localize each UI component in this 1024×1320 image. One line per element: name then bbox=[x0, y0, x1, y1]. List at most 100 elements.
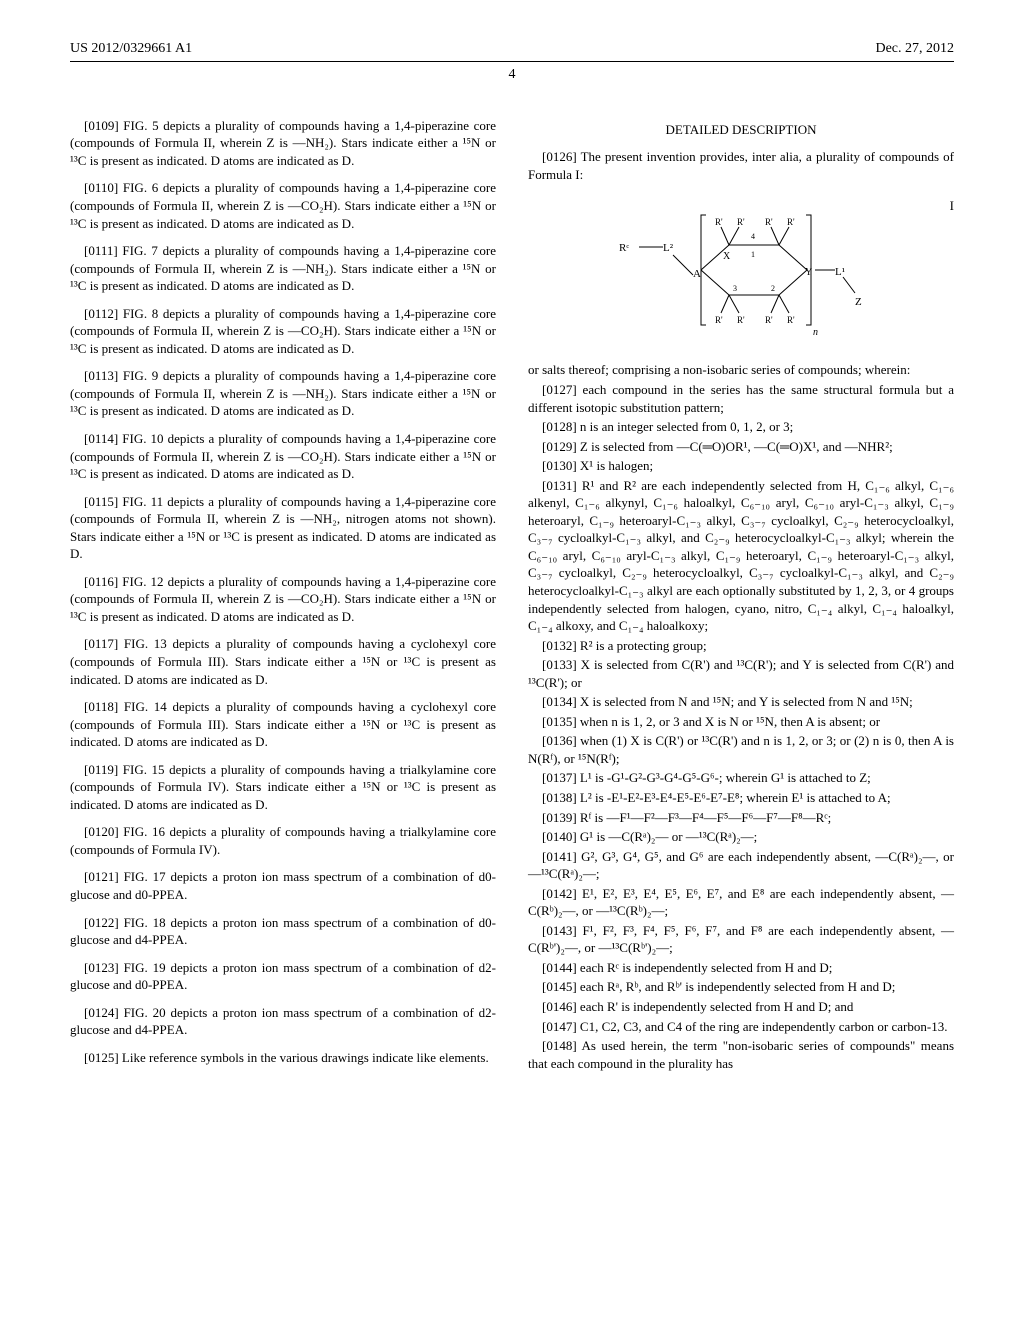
para-text: FIG. 12 depicts a plurality of compounds… bbox=[70, 574, 496, 624]
paragraph: [0128] n is an integer selected from 0, … bbox=[528, 418, 954, 436]
para-number: [0139] bbox=[542, 810, 577, 825]
para-number: [0123] bbox=[84, 960, 119, 975]
para-text: As used herein, the term "non-isobaric s… bbox=[528, 1038, 954, 1071]
para-text: FIG. 18 depicts a proton ion mass spectr… bbox=[70, 915, 496, 948]
para-number: [0129] bbox=[542, 439, 577, 454]
para-text: Z is selected from —C(═O)OR¹, —C(═O)X¹, … bbox=[577, 439, 893, 454]
paragraph: [0132] R² is a protecting group; bbox=[528, 637, 954, 655]
label-rc: Rᶜ bbox=[619, 242, 629, 254]
label-r6: R' bbox=[737, 315, 745, 325]
para-number: [0147] bbox=[542, 1019, 577, 1034]
para-text: The present invention provides, inter al… bbox=[528, 149, 954, 182]
paragraph: [0121] FIG. 17 depicts a proton ion mass… bbox=[70, 868, 496, 903]
para-number: [0111] bbox=[84, 243, 118, 258]
para-text: L² is -E¹-E²-E³-E⁴-E⁵-E⁶-E⁷-E⁸; wherein … bbox=[577, 790, 891, 805]
paragraph: [0142] E¹, E², E³, E⁴, E⁵, E⁶, E⁷, and E… bbox=[528, 885, 954, 920]
para-text: each Rᶜ is independently selected from H… bbox=[577, 960, 833, 975]
para-text: Rᶠ is —F¹—F²—F³—F⁴—F⁵—F⁶—F⁷—F⁸—Rᶜ; bbox=[577, 810, 832, 825]
page-number: 4 bbox=[70, 66, 954, 85]
paragraph: [0120] FIG. 16 depicts a plurality of co… bbox=[70, 823, 496, 858]
para-number: [0134] bbox=[542, 694, 577, 709]
para-text: FIG. 6 depicts a plurality of compounds … bbox=[70, 180, 496, 230]
para-number: [0121] bbox=[84, 869, 119, 884]
para-number: [0138] bbox=[542, 790, 577, 805]
paragraph: [0124] FIG. 20 depicts a proton ion mass… bbox=[70, 1004, 496, 1039]
para-number: [0144] bbox=[542, 960, 577, 975]
para-number: [0136] bbox=[542, 733, 577, 748]
para-text: R² is a protecting group; bbox=[577, 638, 707, 653]
paragraph: [0113] FIG. 9 depicts a plurality of com… bbox=[70, 367, 496, 420]
para-text: FIG. 17 depicts a proton ion mass spectr… bbox=[70, 869, 496, 902]
para-number: [0132] bbox=[542, 638, 577, 653]
para-text: X is selected from N and ¹⁵N; and Y is s… bbox=[577, 694, 913, 709]
paragraph: [0127] each compound in the series has t… bbox=[528, 381, 954, 416]
paragraph: [0144] each Rᶜ is independently selected… bbox=[528, 959, 954, 977]
para-number: [0115] bbox=[84, 494, 118, 509]
para-number: [0126] bbox=[542, 149, 577, 164]
para-number: [0128] bbox=[542, 419, 577, 434]
label-r8: R' bbox=[787, 315, 795, 325]
intro-paragraph: [0126] The present invention provides, i… bbox=[528, 148, 954, 183]
paragraph: [0148] As used herein, the term "non-iso… bbox=[528, 1037, 954, 1072]
paragraph: [0129] Z is selected from —C(═O)OR¹, —C(… bbox=[528, 438, 954, 456]
para-number: [0122] bbox=[84, 915, 119, 930]
paragraph: [0131] R¹ and R² are each independently … bbox=[528, 477, 954, 635]
content-columns: [0109] FIG. 5 depicts a plurality of com… bbox=[70, 115, 954, 1077]
paragraph: [0116] FIG. 12 depicts a plurality of co… bbox=[70, 573, 496, 626]
paragraph: [0114] FIG. 10 depicts a plurality of co… bbox=[70, 430, 496, 483]
para-text: E¹, E², E³, E⁴, E⁵, E⁶, E⁷, and E⁸ are e… bbox=[528, 886, 954, 919]
para-number: [0148] bbox=[542, 1038, 577, 1053]
label-l2: L² bbox=[663, 242, 674, 254]
label-z: Z bbox=[855, 296, 862, 308]
para-text: when (1) X is C(R') or ¹³C(R') and n is … bbox=[528, 733, 954, 766]
para-text: X is selected from C(R') and ¹³C(R'); an… bbox=[528, 657, 954, 690]
para-text: FIG. 13 depicts a plurality of compounds… bbox=[70, 636, 496, 686]
formula-diagram: I bbox=[528, 197, 954, 347]
paragraph: [0109] FIG. 5 depicts a plurality of com… bbox=[70, 117, 496, 170]
paragraph: [0139] Rᶠ is —F¹—F²—F³—F⁴—F⁵—F⁶—F⁷—F⁸—Rᶜ… bbox=[528, 809, 954, 827]
paragraph: [0145] each Rᵃ, Rᵇ, and Rᵇ' is independe… bbox=[528, 978, 954, 996]
para-text: G¹ is —C(Rᵃ)₂— or —¹³C(Rᵃ)₂—; bbox=[577, 829, 758, 844]
paragraph: [0141] G², G³, G⁴, G⁵, and G⁶ are each i… bbox=[528, 848, 954, 883]
para-number: [0143] bbox=[542, 923, 577, 938]
label-1: 1 bbox=[751, 250, 755, 259]
paragraph: [0123] FIG. 19 depicts a proton ion mass… bbox=[70, 959, 496, 994]
para-number: [0145] bbox=[542, 979, 577, 994]
para-number: [0113] bbox=[84, 368, 118, 383]
paragraph: [0138] L² is -E¹-E²-E³-E⁴-E⁵-E⁶-E⁷-E⁸; w… bbox=[528, 789, 954, 807]
para-text: FIG. 14 depicts a plurality of compounds… bbox=[70, 699, 496, 749]
para-text: FIG. 19 depicts a proton ion mass spectr… bbox=[70, 960, 496, 993]
left-column: [0109] FIG. 5 depicts a plurality of com… bbox=[70, 115, 496, 1077]
label-a: A bbox=[693, 268, 701, 280]
para-number: [0109] bbox=[84, 118, 119, 133]
paragraph: [0136] when (1) X is C(R') or ¹³C(R') an… bbox=[528, 732, 954, 767]
label-n: n bbox=[813, 327, 818, 338]
para-number: [0125] bbox=[84, 1050, 119, 1065]
paragraph: [0137] L¹ is -G¹-G²-G³-G⁴-G⁵-G⁶-; wherei… bbox=[528, 769, 954, 787]
para-text: FIG. 8 depicts a plurality of compounds … bbox=[70, 306, 496, 356]
paragraph: [0125] Like reference symbols in the var… bbox=[70, 1049, 496, 1067]
paragraph: [0112] FIG. 8 depicts a plurality of com… bbox=[70, 305, 496, 358]
para-text: each R' is independently selected from H… bbox=[577, 999, 854, 1014]
para-text: FIG. 15 depicts a plurality of compounds… bbox=[70, 762, 496, 812]
para-number: [0120] bbox=[84, 824, 119, 839]
para-number: [0118] bbox=[84, 699, 118, 714]
para-number: [0137] bbox=[542, 770, 577, 785]
para-text: R¹ and R² are each independently selecte… bbox=[528, 478, 954, 633]
label-x: X bbox=[723, 251, 731, 262]
label-y: Y bbox=[805, 267, 812, 278]
label-l1: L¹ bbox=[835, 266, 845, 278]
label-r4: R' bbox=[787, 217, 795, 227]
paragraph: [0143] F¹, F², F³, F⁴, F⁵, F⁶, F⁷, and F… bbox=[528, 922, 954, 957]
formula-label: I bbox=[950, 197, 954, 215]
paragraph: [0117] FIG. 13 depicts a plurality of co… bbox=[70, 635, 496, 688]
publication-number: US 2012/0329661 A1 bbox=[70, 40, 192, 59]
para-text: G², G³, G⁴, G⁵, and G⁶ are each independ… bbox=[528, 849, 954, 882]
right-column: DETAILED DESCRIPTION [0126] The present … bbox=[528, 115, 954, 1077]
paragraph: [0133] X is selected from C(R') and ¹³C(… bbox=[528, 656, 954, 691]
paragraph: [0134] X is selected from N and ¹⁵N; and… bbox=[528, 693, 954, 711]
para-text: FIG. 11 depicts a plurality of compounds… bbox=[70, 494, 496, 562]
para-number: [0133] bbox=[542, 657, 577, 672]
para-number: [0110] bbox=[84, 180, 118, 195]
paragraph: [0130] X¹ is halogen; bbox=[528, 457, 954, 475]
